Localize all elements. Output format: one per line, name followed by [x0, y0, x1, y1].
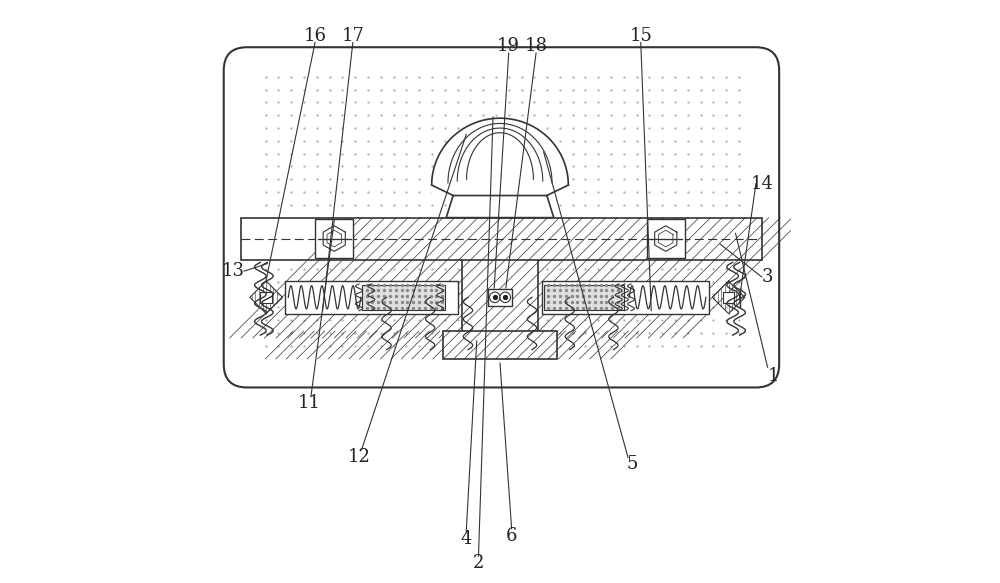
Text: 17: 17 [341, 27, 364, 44]
Bar [647, 219, 685, 258]
Circle shape [500, 292, 510, 303]
Text: 11: 11 [298, 394, 321, 412]
Text: 4: 4 [461, 530, 472, 547]
Text: 12: 12 [348, 448, 371, 466]
Bar [723, 292, 734, 303]
Bar [462, 217, 538, 338]
Circle shape [490, 292, 500, 303]
Bar [315, 219, 353, 258]
Text: 13: 13 [222, 262, 245, 280]
Polygon shape [446, 195, 554, 217]
Bar [241, 217, 762, 259]
Text: 14: 14 [750, 175, 773, 193]
Text: 2: 2 [473, 554, 484, 572]
Bar [542, 281, 709, 314]
Bar [488, 289, 512, 306]
Bar [285, 281, 458, 314]
Bar [362, 285, 445, 310]
Text: 19: 19 [497, 37, 520, 55]
Text: 15: 15 [629, 27, 652, 44]
Text: 1: 1 [768, 367, 779, 385]
Text: 5: 5 [626, 455, 638, 473]
Polygon shape [432, 118, 568, 195]
Bar [462, 217, 538, 338]
Bar [443, 331, 557, 359]
Bar [443, 331, 557, 359]
Bar [260, 292, 272, 303]
Text: 3: 3 [762, 268, 773, 286]
FancyBboxPatch shape [224, 47, 779, 388]
Text: 18: 18 [525, 37, 548, 55]
Bar [544, 285, 624, 310]
Text: 6: 6 [506, 528, 517, 545]
Text: 16: 16 [304, 27, 327, 44]
